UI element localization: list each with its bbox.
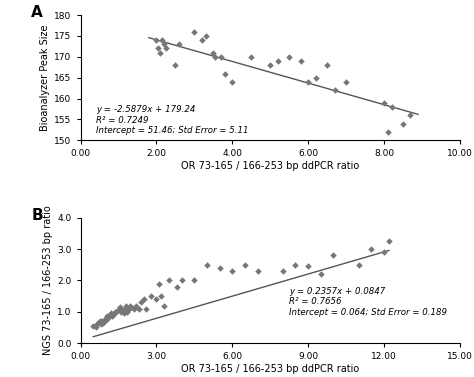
Point xyxy=(329,253,337,259)
Point xyxy=(153,296,160,302)
Point xyxy=(173,284,181,290)
Point xyxy=(96,318,103,324)
Point xyxy=(109,313,116,319)
Point xyxy=(380,249,388,255)
Point xyxy=(178,277,185,284)
Point xyxy=(160,302,168,308)
Point xyxy=(128,304,135,310)
Point xyxy=(380,100,388,106)
Point xyxy=(202,33,210,39)
Point xyxy=(175,41,183,47)
Point xyxy=(342,79,350,85)
Point xyxy=(90,323,97,329)
Point xyxy=(101,317,109,323)
Point xyxy=(304,79,312,85)
Text: B: B xyxy=(31,208,43,223)
Point xyxy=(285,54,293,60)
Point xyxy=(126,302,134,308)
Point xyxy=(122,302,130,308)
Point xyxy=(211,54,219,60)
Point xyxy=(105,315,112,321)
Point xyxy=(118,307,126,313)
Point xyxy=(312,75,319,81)
Point xyxy=(407,112,414,118)
Point xyxy=(140,296,147,302)
Point xyxy=(323,62,331,68)
Point xyxy=(228,268,236,274)
Y-axis label: Bioanalyzer Peak Size: Bioanalyzer Peak Size xyxy=(40,25,50,131)
Point xyxy=(115,306,122,312)
Point xyxy=(266,62,274,68)
Point xyxy=(191,277,198,284)
Point xyxy=(203,262,211,268)
Point xyxy=(97,321,105,327)
Point xyxy=(191,29,198,35)
Point xyxy=(385,238,393,244)
Point xyxy=(388,104,395,110)
Point xyxy=(120,310,128,316)
Y-axis label: NGS 73-165 / 166-253 bp ratio: NGS 73-165 / 166-253 bp ratio xyxy=(43,205,53,356)
Point xyxy=(155,280,163,287)
Point xyxy=(109,312,117,318)
Point xyxy=(132,302,140,308)
Point xyxy=(124,309,131,315)
Point xyxy=(210,50,217,56)
Point xyxy=(143,306,150,312)
Point xyxy=(216,265,223,271)
Point xyxy=(158,37,166,43)
Point xyxy=(367,246,375,252)
Point xyxy=(399,121,407,127)
Point xyxy=(172,62,179,68)
Point xyxy=(94,320,102,326)
Point xyxy=(247,54,255,60)
Point xyxy=(158,293,165,299)
Point xyxy=(304,264,312,270)
Point xyxy=(355,262,363,268)
Point xyxy=(221,70,228,77)
Point xyxy=(125,306,132,312)
Point xyxy=(147,293,155,299)
Point xyxy=(331,87,338,93)
Point xyxy=(98,318,106,324)
X-axis label: OR 73-165 / 166-253 bp ddPCR ratio: OR 73-165 / 166-253 bp ddPCR ratio xyxy=(181,161,359,171)
Point xyxy=(292,262,299,268)
Point xyxy=(121,306,128,312)
Point xyxy=(135,306,143,312)
Point xyxy=(384,129,392,135)
Point xyxy=(93,321,101,327)
Point xyxy=(111,309,118,315)
Text: A: A xyxy=(31,5,43,20)
Point xyxy=(106,312,113,318)
X-axis label: OR 73-165 / 166-253 bp ddPCR ratio: OR 73-165 / 166-253 bp ddPCR ratio xyxy=(181,364,359,374)
Point xyxy=(102,317,109,323)
Point xyxy=(297,58,304,64)
Text: y = -2.5879x + 179.24
R² = 0.7249
Intercept = 51.46; Std Error = 5.11: y = -2.5879x + 179.24 R² = 0.7249 Interc… xyxy=(96,105,248,135)
Text: y = 0.2357x + 0.0847
R² = 0.7656
Intercept = 0.064; Std Error = 0.189: y = 0.2357x + 0.0847 R² = 0.7656 Interce… xyxy=(289,287,447,317)
Point xyxy=(228,79,236,85)
Point xyxy=(102,315,109,321)
Point xyxy=(254,268,261,274)
Point xyxy=(92,324,100,330)
Point xyxy=(103,313,111,319)
Point xyxy=(153,37,160,43)
Point xyxy=(100,320,107,326)
Point xyxy=(156,50,164,56)
Point xyxy=(130,306,137,312)
Point xyxy=(274,58,282,64)
Point xyxy=(137,299,145,305)
Point xyxy=(241,262,249,268)
Point xyxy=(117,309,125,315)
Point xyxy=(165,277,173,284)
Point xyxy=(112,309,120,315)
Point xyxy=(198,37,206,43)
Point xyxy=(160,41,168,47)
Point xyxy=(155,46,162,52)
Point xyxy=(317,271,325,277)
Point xyxy=(279,268,287,274)
Point xyxy=(116,304,124,310)
Point xyxy=(162,46,170,52)
Point xyxy=(217,54,225,60)
Point xyxy=(107,310,115,316)
